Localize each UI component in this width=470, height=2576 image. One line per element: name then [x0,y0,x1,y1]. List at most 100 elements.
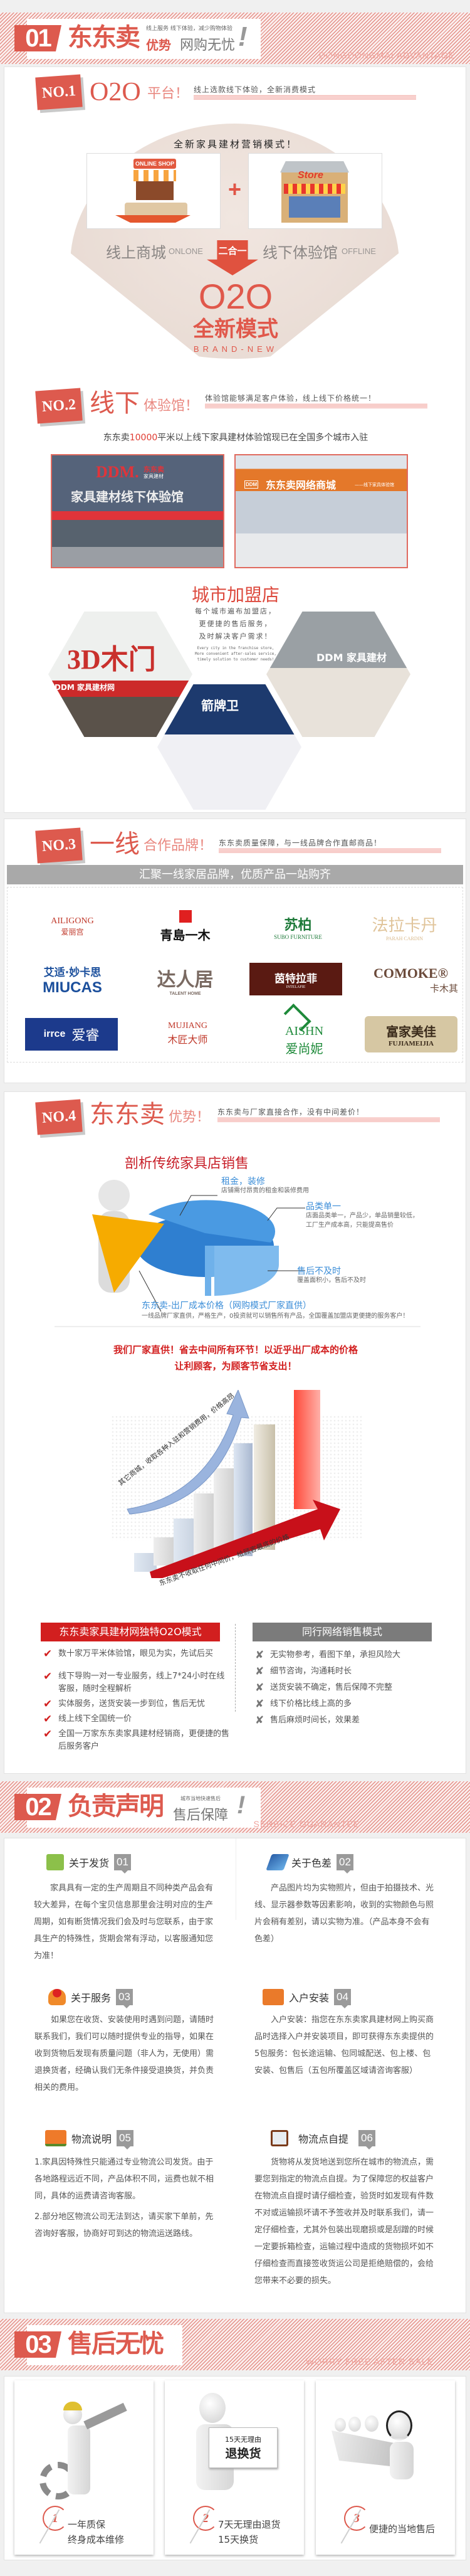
header-subtitle-light: 网购无忧 [180,38,236,53]
callout-category-title: 品类单一 [306,1202,341,1212]
card-line: 终身成本维修 [68,2534,125,2545]
hex-sign: DDM 家具建材网 [55,683,115,692]
header-english: DONGDONGMAI ADVANTAGE [318,50,455,60]
compare-right-item: ✘ 售后麻烦时间长，效果差 [255,1714,443,1727]
brand-logo-miucas: 艾适·妙卡思 MIUCAS [18,953,127,1007]
franchise-line: 更便捷的售后服务， [199,620,273,628]
section-header-03: 03 售后无忧 WORRY FREE AFTER SALE [0,2319,470,2370]
plus-icon: + [228,176,242,202]
brand-logo-mujiang: MUJIANG 木匠大师 [133,1007,243,1060]
guarantee-title-text: 入户安装 [289,1992,330,2004]
no2-intro: 东东卖10000平米以上线下家具建材体验馆现已在全国多个城市入驻 [4,431,467,443]
brand-logo-comoke: COMOKE® 卡木其 [356,953,466,1007]
section-title: 售后无忧 [68,2330,164,2358]
brand-cn: 苏柏 [284,917,312,933]
hardhat-icon [63,2402,82,2410]
panel-guarantee: 关于发货 01 家具具有一定的生产周期且不同种类产品会有较大差异，在每个宝贝信息那… [4,1838,466,2313]
no1-tagline: 线上选款线下体验，全新消费模式 [194,85,416,100]
guarantee-title-install: 入户安装 04 [263,1989,351,2008]
cart-icon [45,2130,66,2146]
roof-icon [280,161,349,172]
figure-body [68,2425,90,2494]
header-title-box [27,1788,261,1828]
compare-left-item: ✔ 全国一万家东东卖家具建材经销商，更便捷的售后服务客户 [43,1728,231,1753]
guarantee-text: 家具具有一定的生产周期且不同种类产品会有较大差异，在每个宝贝信息那里会注明对应的… [34,1884,214,1961]
no3-title: 一线 [90,830,140,859]
guarantee-title-text: 关于服务 [71,1992,112,2004]
header-exclamation: ! [238,21,248,52]
guarantee-title-text: 关于色差 [291,1857,332,1869]
guarantee-text: 货物将从发货地送到您所在城市的物流点，需要您到指定的物流点自提。为了保障您的权益… [254,2158,434,2286]
brand-cn: 爱丽宫 [61,928,84,936]
check-icon: ✔ [43,1648,53,1660]
compare-divider [235,1624,236,1712]
online-shop-sign: ONLINE SHOP [133,159,176,169]
brand-en: AILIGONG [51,916,94,926]
ddm-mini-logo: DDM [244,480,259,489]
item-text: 无实物参考，看图下单，承担风险大 [270,1650,401,1660]
brand-cn: 爱睿 [71,1028,100,1044]
compare-left-item: ✔ 实体服务，送货安装一步到位，售后无忧 [43,1698,231,1710]
header-title-box [27,19,261,59]
arrows [127,1390,340,1578]
franchise-line: 及时解决客户需求！ [199,632,273,640]
compare-right-item: ✘ 细节咨询，沟通耗时长 [255,1665,443,1678]
aftersale-card-local: 3 便捷的当地售后 [316,2380,455,2555]
brand-logo-subo: 苏柏 SUBO FURNITURE [243,900,353,953]
no4-title: 东东卖 [90,1100,165,1129]
figure-head [199,2393,226,2423]
brand-en: AISHN [285,1024,324,1038]
card-line: 15天换货 [218,2534,259,2545]
offline-store-image: Store [248,153,382,229]
offline-label: 线下体验馆 [263,244,338,262]
no2-badge: NO.2 [35,388,83,424]
brand-en: SUBO FURNITURE [274,933,322,940]
slogan-line: 我们厂家直供！省去中间所有环节！以近乎出厂成本的价格 [113,1344,358,1355]
brand-logo-parah-cardin: 法拉卡丹 PARAH CARDIN [350,900,459,953]
offline-en: OFFLINE [342,246,376,256]
brand-logo-fujiameijia: 富家美佳 FUJIAMEIJIA [365,1016,457,1052]
no1-badge: NO.1 [35,74,83,110]
compare-left-item: ✔ 线上线下全国统一价 [43,1713,231,1725]
online-label: 线上商城 [106,244,166,262]
awning-icon [133,170,176,181]
compare-right-header: 同行网络销售模式 [253,1623,432,1641]
card-number: 2 [193,2506,218,2531]
brand-en: irrce [43,1029,66,1039]
store-sign: Store [298,170,323,181]
brand-mark-icon [179,910,192,923]
no4-badge: NO.4 [35,1099,83,1135]
mall-sign: 东东卖网络商城 [266,479,337,491]
guarantee-text: 如果您在收货、安装使用时遇到问题，请随时联系我们，我们可以随时提供专业的指导，如… [34,2015,214,2092]
truck-icon [46,1854,64,1870]
experience-hall-photo-2: DDM 东东卖网络商城 ——线下家具体验馆 [234,454,408,568]
online-shop-image: ONLINE SHOP [86,153,221,229]
pie-slice-category [214,1246,279,1296]
header-english: SERBICE GUARANTEE [253,1819,360,1829]
franchise-en-line: More convenient after-sales service, [194,652,277,656]
hex-sign: DDM 家具建材 [316,652,387,664]
brand-cn: 青島一木 [160,928,211,943]
brand-en: FUJIAMEIJIA [388,1039,434,1047]
no4-tagline: 东东卖与厂家直接合作，没有中间差价！ [217,1107,440,1122]
guarantee-title-pickup: 物流点自提 06 [271,2130,375,2149]
guarantee-text: 入户安装：指您在东东卖家具建材网上购买商品时选择入户并安装项目，即可获得东东卖提… [254,2015,434,2075]
brand-new-label: BRAND-NEW [193,344,278,354]
compare-left-item: ✔ 数十家万平米体验馆，眼见为实，先试后买 [43,1648,231,1660]
growth-bar [154,1537,176,1566]
guarantee-number: 04 [334,1989,351,2008]
header-subtitle-top: 线上服务 线下体验，减少购物体验 [146,26,232,32]
intro-area-number: 10000 [129,433,158,443]
brand-cn: 爱尚妮 [285,1041,323,1056]
no3-title-small: 合作品牌！ [144,838,213,854]
figure-body [390,2442,414,2479]
section-number: 01 [14,25,61,51]
franchise-english: Every city in the franchise store, More … [4,645,467,662]
section-header-02: 02 负责声明 城市当地快速售后 售后保障 ! SERBICE GUARANTE… [0,1781,470,1833]
compare-left-header: 东东卖家具建材网独特O2O模式 [41,1623,220,1641]
header-exclamation: ! [237,1791,246,1819]
check-icon: ✔ [43,1698,53,1710]
callout-rent-title: 租金，装修 [221,1177,265,1187]
return-sign: 15天无理由 退换货 [209,2427,278,2468]
no1-title: O2O [90,78,141,107]
